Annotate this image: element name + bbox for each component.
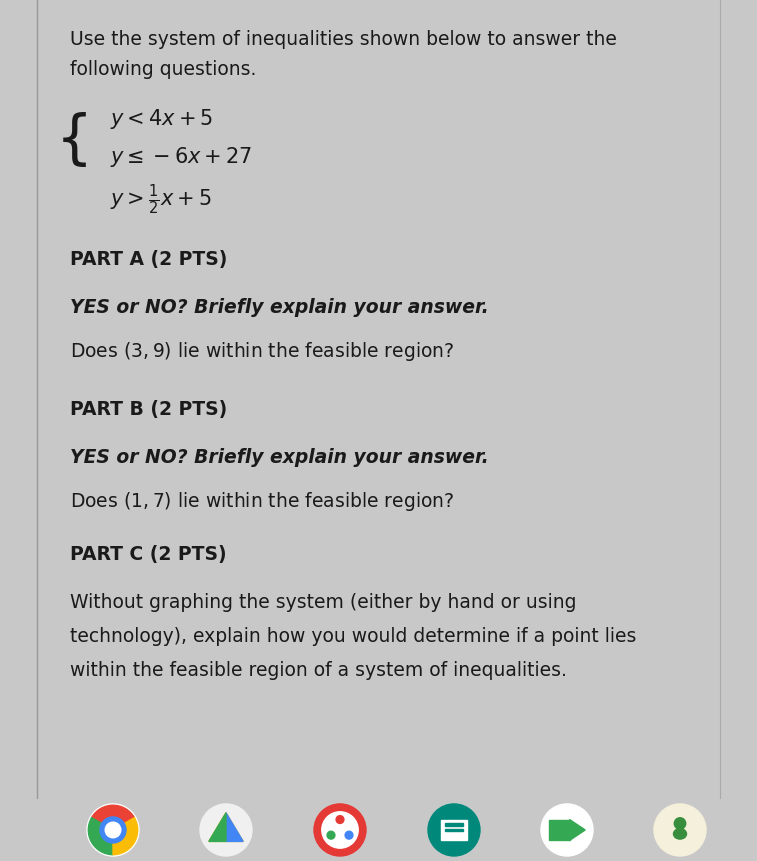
Text: Does $(1, 7)$ lie within the feasible region?: Does $(1, 7)$ lie within the feasible re…	[70, 489, 454, 512]
Text: Does $(3, 9)$ lie within the feasible region?: Does $(3, 9)$ lie within the feasible re…	[70, 339, 454, 362]
Text: $y < 4x + 5$: $y < 4x + 5$	[110, 107, 213, 131]
Text: following questions.: following questions.	[70, 60, 257, 79]
Bar	[441, 820, 467, 840]
Text: PART A (2 PTS): PART A (2 PTS)	[70, 250, 227, 269]
Circle shape	[541, 804, 593, 856]
Text: PART B (2 PTS): PART B (2 PTS)	[70, 400, 227, 418]
Polygon shape	[209, 813, 243, 841]
Circle shape	[327, 832, 335, 839]
Text: $\{$: $\{$	[55, 110, 87, 169]
Circle shape	[428, 804, 480, 856]
Bar	[445, 828, 463, 832]
Text: technology), explain how you would determine if a point lies: technology), explain how you would deter…	[70, 626, 637, 645]
Circle shape	[100, 817, 126, 843]
Text: within the feasible region of a system of inequalities.: within the feasible region of a system o…	[70, 660, 567, 679]
Circle shape	[87, 804, 139, 856]
Text: YES or NO? Briefly explain your answer.: YES or NO? Briefly explain your answer.	[70, 298, 489, 317]
Ellipse shape	[674, 828, 687, 839]
Polygon shape	[209, 813, 226, 841]
Text: $y > \frac{1}{2}x + 5$: $y > \frac{1}{2}x + 5$	[110, 183, 212, 217]
Circle shape	[105, 822, 121, 838]
Bar	[549, 820, 569, 840]
Wedge shape	[113, 818, 138, 855]
Text: Without graphing the system (either by hand or using: Without graphing the system (either by h…	[70, 592, 577, 611]
Polygon shape	[569, 820, 585, 840]
Circle shape	[345, 832, 353, 839]
Circle shape	[322, 812, 358, 848]
Circle shape	[314, 804, 366, 856]
Text: YES or NO? Briefly explain your answer.: YES or NO? Briefly explain your answer.	[70, 448, 489, 467]
Text: $y \leq -6x + 27$: $y \leq -6x + 27$	[110, 145, 252, 169]
Circle shape	[336, 815, 344, 823]
Circle shape	[200, 804, 252, 856]
Text: PART C (2 PTS): PART C (2 PTS)	[70, 544, 226, 563]
Bar	[445, 823, 463, 826]
Circle shape	[654, 804, 706, 856]
Circle shape	[674, 818, 686, 829]
Text: Use the system of inequalities shown below to answer the: Use the system of inequalities shown bel…	[70, 30, 617, 49]
Polygon shape	[226, 813, 243, 841]
Wedge shape	[92, 805, 135, 830]
Wedge shape	[89, 818, 113, 855]
